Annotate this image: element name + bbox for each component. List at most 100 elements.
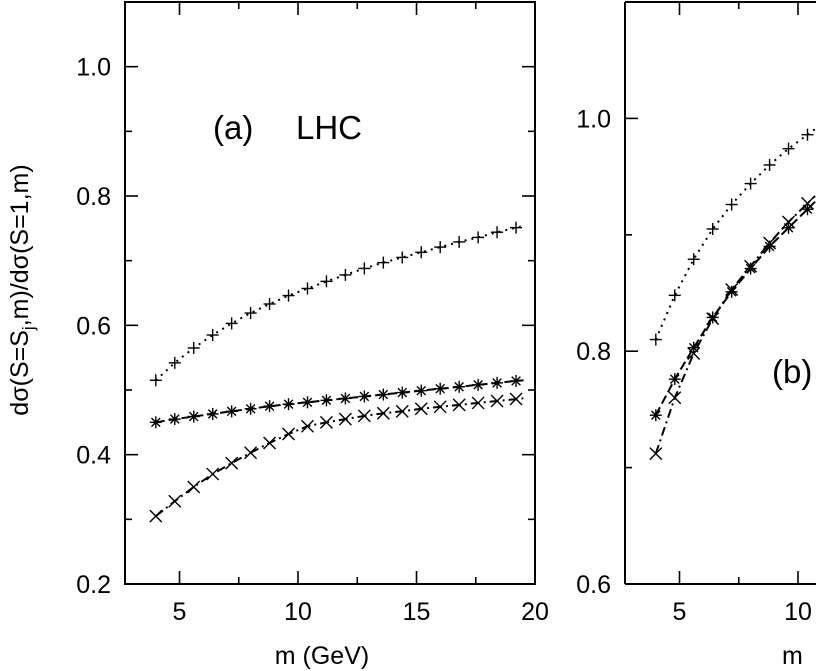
y-axis-title-rest: ,m)/dσ(S=1,m) [6,164,34,326]
data-point-star [206,407,219,420]
x-tick-label: 10 [284,598,312,626]
data-point-cross [706,312,720,326]
panel-a-x-tick-labels: 5 10 15 20 [173,598,549,626]
x-tick-label: 20 [521,598,549,626]
data-point-star [744,262,757,275]
data-point-plus [415,246,428,259]
data-point-cross [800,196,814,210]
panel-b-curves [654,128,816,454]
data-point-star [415,384,428,397]
data-point-cross [687,347,701,361]
data-point-plus [168,356,181,369]
data-point-cross [206,467,220,481]
panel-a-label: (a) [213,109,253,146]
series-line-star [155,379,524,424]
data-point-star [649,409,662,422]
x-tick-label: 5 [173,598,187,626]
panel-b: 5 10 0.6 0.8 1.0 (b) m [576,1,816,670]
panel-b-x-tick-labels: 5 10 [673,598,812,626]
y-tick-label: 1.0 [76,54,111,82]
data-point-cross [357,409,371,423]
series-line-star [654,200,816,416]
data-point-cross [168,494,182,508]
data-point-plus [282,289,295,302]
data-point-cross [225,456,239,470]
x-tick-label: 15 [403,598,431,626]
data-point-plus [263,297,276,310]
y-tick-label: 0.6 [576,571,611,599]
data-point-star [168,413,181,426]
series-line-plus [654,128,816,340]
data-point-cross [433,400,447,414]
panel-b-x-axis-title: m [782,642,803,670]
data-point-plus [358,262,371,275]
data-point-star [687,341,700,354]
data-point-star [706,311,719,324]
data-point-star [149,416,162,429]
data-point-plus [377,256,390,269]
data-point-cross [414,402,428,416]
y-axis-title-main: dσ(S=S [6,330,34,416]
data-point-star [453,380,466,393]
data-point-plus [744,177,757,190]
panel-a-frame [124,1,536,585]
data-point-star [263,400,276,413]
data-point-plus [668,289,681,302]
data-point-plus [782,142,795,155]
data-point-star [396,386,409,399]
panel-a-ticks [125,1,536,585]
data-point-plus [687,253,700,266]
data-point-cross [187,480,201,494]
y-tick-label: 0.2 [76,571,111,599]
panel-b-markers [649,128,814,461]
y-tick-label: 0.8 [76,183,111,211]
data-point-star [782,221,795,234]
data-point-star [668,373,681,386]
x-tick-label: 5 [673,598,687,626]
data-point-plus [301,282,314,295]
data-point-cross [725,283,739,297]
data-point-cross [319,415,333,429]
data-point-cross [452,398,466,412]
data-point-cross [376,406,390,420]
data-point-cross [282,427,296,441]
data-point-star [187,410,200,423]
data-point-star [725,285,738,298]
data-point-cross [338,412,352,426]
data-point-star [301,396,314,409]
data-point-cross [263,436,277,450]
data-point-plus [763,158,776,171]
data-point-star [225,405,238,418]
panel-b-label: (b) [772,353,812,390]
data-point-plus [225,317,238,330]
data-point-plus [206,329,219,342]
panel-a-y-tick-labels: 0.2 0.4 0.6 0.8 1.0 [76,54,111,599]
data-point-cross [649,447,663,461]
data-point-cross [149,509,163,523]
data-point-plus [472,231,485,244]
data-point-star [282,398,295,411]
data-point-plus [187,341,200,354]
data-point-cross [763,236,777,250]
data-point-plus [339,268,352,281]
series-line-cross [654,195,816,454]
panel-b-y-tick-labels: 0.6 0.8 1.0 [576,105,611,599]
data-point-star [434,382,447,395]
data-point-plus [434,241,447,254]
data-point-plus [396,251,409,264]
panel-a: 5 10 15 20 0.20.40.60.81.0 (a) LHC m (GeV) … [6,1,549,670]
panel-a-title: LHC [296,109,362,146]
y-axis-title-subscript: j [19,326,38,331]
panel-b-ticks [625,1,799,585]
data-point-star [339,392,352,405]
data-point-cross [471,396,485,410]
y-tick-label: 0.4 [76,442,111,470]
data-point-plus [149,374,162,387]
data-point-cross [744,259,758,273]
data-point-cross [395,404,409,418]
data-point-plus [649,333,662,346]
panel-a-markers [149,221,523,523]
x-tick-label: 10 [784,598,812,626]
y-tick-label: 1.0 [576,105,611,133]
